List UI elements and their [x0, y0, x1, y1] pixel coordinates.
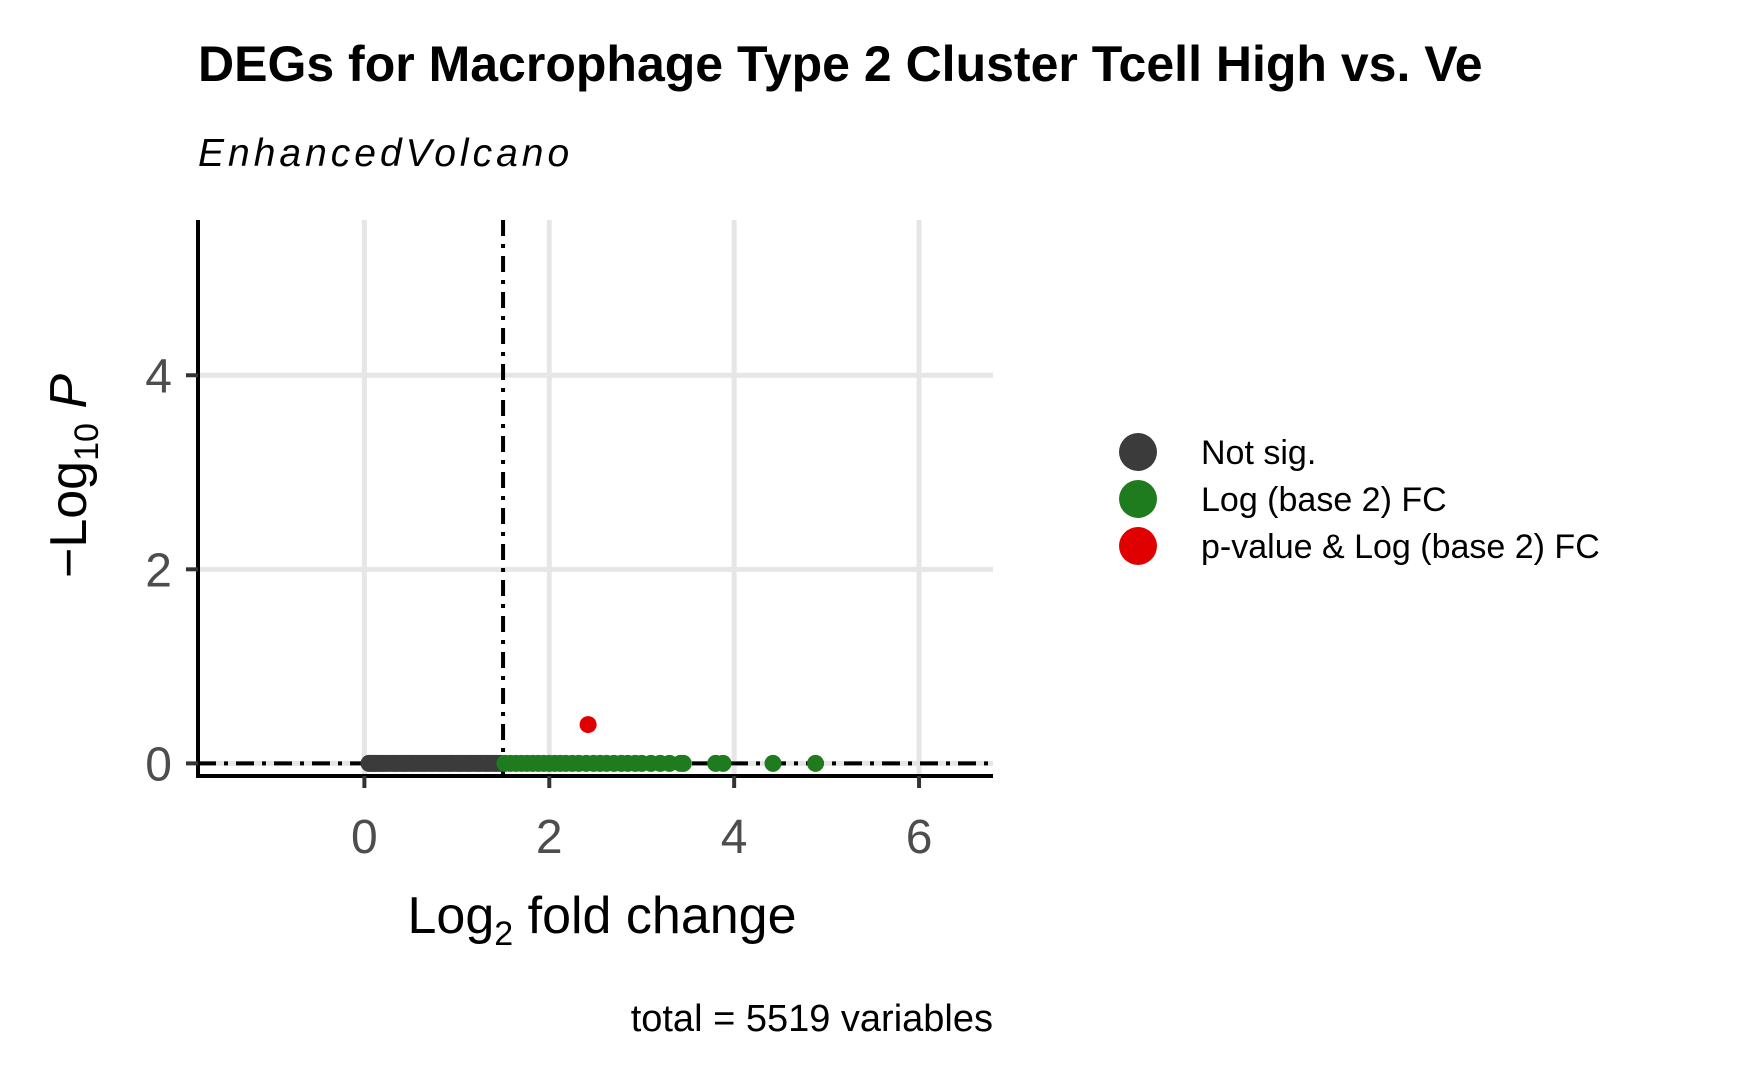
tick-labels: 0 2 4 6 0 2 4	[145, 350, 932, 864]
legend-label: Not sig.	[1201, 434, 1316, 472]
data-point	[764, 754, 782, 772]
y-tick-label: 2	[145, 544, 172, 597]
data-points	[360, 716, 825, 772]
chart-subtitle: EnhancedVolcano	[198, 132, 573, 175]
caption: total = 5519 variables	[631, 998, 993, 1040]
cutoff-lines	[198, 220, 993, 776]
x-tick-label: 0	[351, 811, 378, 864]
data-point	[807, 754, 825, 772]
x-tick-label: 4	[721, 811, 748, 864]
legend-label: p-value & Log (base 2) FC	[1201, 528, 1600, 566]
x-tick-label: 6	[906, 811, 933, 864]
legend-swatch	[1119, 433, 1157, 471]
legend-swatch	[1119, 480, 1157, 518]
data-point	[674, 754, 692, 772]
axes	[186, 220, 993, 788]
y-axis-title: −Log10 P	[40, 374, 106, 578]
y-tick-label: 0	[145, 738, 172, 791]
data-point	[579, 716, 597, 734]
legend-swatch	[1119, 527, 1157, 565]
data-point	[714, 754, 732, 772]
legend: Not sig. Log (base 2) FC p-value & Log (ba…	[1119, 433, 1600, 566]
legend-label: Log (base 2) FC	[1201, 481, 1447, 519]
grid	[198, 220, 993, 776]
y-tick-label: 4	[145, 350, 172, 403]
x-axis-title: Log2 fold change	[407, 887, 796, 953]
chart-title: DEGs for Macrophage Type 2 Cluster Tcell…	[198, 36, 1483, 92]
x-tick-label: 2	[536, 811, 563, 864]
